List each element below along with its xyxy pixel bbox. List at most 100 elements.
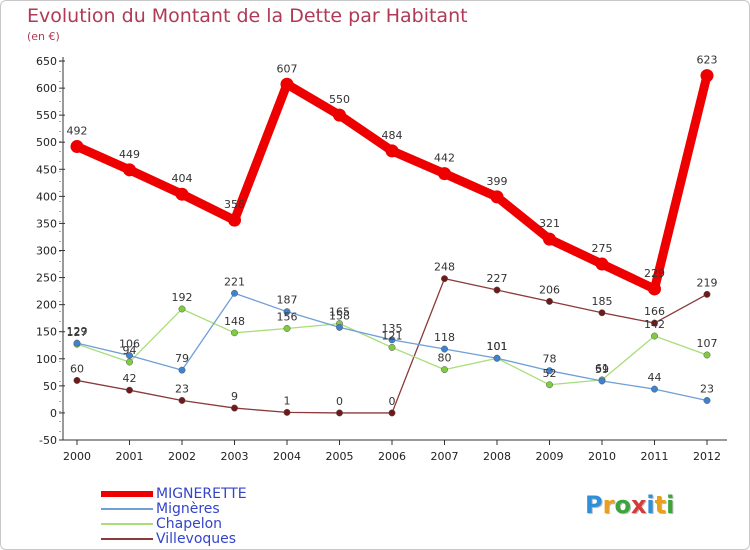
series-point-1 — [231, 289, 238, 297]
x-tick-label: 2011 — [641, 450, 669, 463]
logo-letter: x — [630, 491, 647, 519]
data-label-0: 607 — [277, 62, 298, 75]
data-label-0: 442 — [434, 152, 455, 165]
data-label-3: 219 — [697, 276, 718, 289]
series-point-1 — [703, 397, 711, 404]
data-label-2: 148 — [224, 315, 245, 328]
series-point-2 — [441, 366, 448, 374]
series-point-0 — [123, 163, 136, 177]
legend-swatch-villevoques — [101, 538, 153, 540]
series-point-0 — [280, 77, 294, 91]
series-point-3 — [388, 409, 396, 417]
series-point-3 — [178, 397, 186, 404]
data-label-0: 356 — [224, 198, 245, 211]
series-point-0 — [175, 187, 189, 201]
series-point-2 — [178, 305, 186, 313]
series-point-3 — [546, 297, 553, 305]
series-point-0 — [490, 190, 504, 204]
y-tick-label: 350 — [36, 217, 57, 230]
data-label-2: 52 — [543, 367, 557, 380]
data-label-1: 129 — [67, 325, 88, 338]
series-point-1 — [546, 367, 553, 375]
data-label-0: 399 — [487, 175, 508, 188]
chart-axes: -500501001502002503003504004505005506006… — [36, 55, 727, 463]
series-point-3 — [73, 376, 81, 384]
series-point-0 — [700, 69, 714, 83]
data-label-2: 80 — [438, 352, 452, 365]
data-label-1: 59 — [595, 363, 609, 376]
data-label-3: 1 — [284, 394, 291, 407]
series-point-2 — [388, 343, 396, 351]
series-point-1 — [283, 308, 291, 316]
x-tick-label: 2007 — [431, 450, 459, 463]
y-tick-label: 600 — [36, 82, 57, 95]
x-tick-label: 2004 — [273, 450, 301, 463]
series-point-0 — [70, 140, 84, 154]
data-label-0: 321 — [539, 217, 560, 230]
series-point-0 — [333, 108, 346, 122]
data-label-3: 23 — [175, 382, 189, 395]
series-point-3 — [493, 286, 501, 294]
data-label-1: 44 — [648, 371, 662, 384]
data-label-2: 61 — [595, 362, 609, 375]
data-label-3: 9 — [231, 390, 238, 403]
legend-label-chapelon: Chapelon — [156, 516, 223, 532]
series-point-1 — [598, 377, 606, 385]
x-tick-label: 2005 — [326, 450, 354, 463]
data-label-3: 42 — [123, 372, 137, 385]
series-point-1 — [493, 354, 501, 362]
y-tick-label: 250 — [36, 272, 57, 285]
y-tick-label: 300 — [36, 245, 57, 258]
series-point-0 — [438, 167, 451, 181]
x-tick-label: 2002 — [168, 450, 196, 463]
data-label-0: 550 — [329, 93, 350, 106]
logo-letter: t — [654, 491, 667, 519]
data-label-1: 78 — [543, 353, 557, 366]
y-tick-label: 500 — [36, 136, 57, 149]
logo-letter: i — [646, 491, 655, 519]
logo-letter: o — [614, 491, 631, 519]
series-point-0 — [648, 282, 661, 296]
logo-letter: r — [602, 491, 615, 519]
series-point-0 — [595, 257, 609, 271]
series-point-3 — [231, 404, 238, 412]
data-label-1: 187 — [277, 294, 298, 307]
chart-data-labels: 60 42 23 9 1 0 0 248 227 206 185 166 219 127 94 192 148 1… — [67, 54, 718, 408]
chart-series — [70, 69, 714, 417]
x-tick-label: 2001 — [116, 450, 144, 463]
data-label-3: 227 — [487, 272, 508, 285]
y-tick-label: -50 — [39, 434, 57, 447]
series-point-1 — [388, 336, 396, 344]
series-point-0 — [385, 144, 399, 158]
y-tick-label: 200 — [36, 299, 57, 312]
series-point-3 — [651, 319, 658, 327]
x-tick-label: 2009 — [536, 450, 564, 463]
data-label-3: 0 — [389, 395, 396, 408]
legend-label-villevoques: Villevoques — [156, 531, 237, 547]
data-label-0: 404 — [172, 172, 193, 185]
y-tick-label: 450 — [36, 163, 57, 176]
data-label-3: 185 — [592, 295, 613, 308]
x-tick-label: 2012 — [693, 450, 721, 463]
data-label-1: 135 — [382, 322, 403, 335]
y-tick-label: 550 — [36, 109, 57, 122]
series-point-3 — [598, 309, 606, 317]
data-label-3: 60 — [70, 362, 84, 375]
data-label-2: 94 — [123, 344, 137, 357]
data-label-0: 492 — [67, 125, 88, 138]
y-tick-label: 150 — [36, 326, 57, 339]
series-point-3 — [283, 408, 291, 416]
data-label-1: 79 — [175, 352, 189, 365]
data-label-0: 229 — [644, 267, 665, 280]
x-tick-label: 2000 — [63, 450, 91, 463]
legend-label-migneres: Mignères — [156, 501, 220, 517]
data-label-1: 23 — [700, 382, 714, 395]
proxiti-logo: Proxiti — [585, 491, 674, 519]
legend-label-mignerette: MIGNERETTE — [156, 486, 247, 502]
logo-letter: P — [585, 491, 603, 519]
data-label-1: 118 — [434, 331, 455, 344]
data-label-2: 165 — [329, 306, 350, 319]
x-tick-label: 2008 — [483, 450, 511, 463]
data-label-3: 166 — [644, 305, 665, 318]
